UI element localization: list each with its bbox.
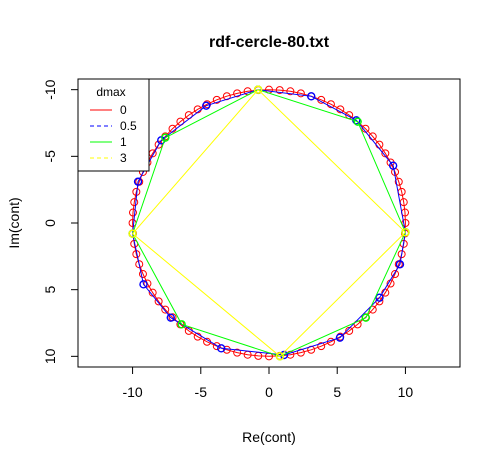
legend-label: 0.5: [120, 119, 137, 133]
series-0-point: [154, 140, 163, 149]
series-1-point: [353, 117, 362, 126]
series-0-point: [336, 105, 345, 114]
series-0-point: [135, 260, 144, 269]
plot-marks: [128, 85, 410, 361]
series-0-5-point: [395, 260, 405, 269]
series-0-point: [391, 270, 400, 279]
x-tick-label: 0: [265, 384, 273, 400]
x-tick-label: -10: [122, 384, 142, 400]
legend-title: dmax: [96, 85, 125, 99]
legend-label: 3: [120, 151, 127, 165]
series-0-point: [345, 326, 354, 335]
y-axis-label: Im(cont): [6, 197, 22, 248]
y-tick-label: 5: [42, 286, 58, 294]
y-tick-label: -5: [42, 150, 58, 163]
series-0-point: [317, 342, 326, 351]
series-0-point: [296, 89, 305, 98]
legend: dmax 0 0.5 1 3: [77, 78, 150, 172]
series-0-5-point: [375, 293, 384, 302]
y-tick-label: -10: [42, 79, 58, 99]
series-0-5-point: [388, 161, 398, 170]
series-1-point: [177, 320, 186, 329]
series-0-5-point: [202, 101, 211, 110]
series-0-point: [381, 288, 390, 297]
series-0-point: [212, 95, 221, 104]
x-tick-label: 10: [398, 384, 414, 400]
series-0-point: [154, 297, 163, 306]
series-0-5-point: [307, 92, 316, 101]
series-0-5-point: [133, 177, 143, 186]
series-0-point: [212, 342, 221, 351]
legend-box: [77, 78, 150, 172]
series-0-point: [275, 86, 284, 95]
series-0-point: [397, 250, 406, 259]
y-tick-label: 10: [42, 348, 58, 364]
series-3-point: [253, 85, 263, 94]
series-0-5-point: [166, 313, 175, 322]
series-0-point: [138, 270, 147, 279]
series-0-point: [143, 279, 152, 288]
series-0-5-point: [335, 333, 345, 342]
series-0-point: [394, 177, 403, 186]
y-tick-label: 0: [42, 219, 58, 227]
series-3-point: [401, 228, 410, 237]
series-0-point: [233, 348, 242, 357]
x-axis-label: Re(cont): [242, 429, 296, 445]
series-1-point: [161, 133, 170, 142]
series-0-point: [128, 208, 137, 217]
series-0-point: [222, 345, 231, 354]
series-0-point: [130, 198, 139, 207]
series-3-line: [131, 88, 406, 357]
series-0-point: [286, 87, 295, 96]
x-tick-label: 5: [333, 384, 341, 400]
legend-label: 0: [120, 103, 127, 117]
series-0-point: [233, 89, 242, 98]
series-3-point: [275, 352, 285, 361]
series-1-point: [361, 313, 371, 322]
series-0-5-point: [139, 280, 148, 289]
x-tick-label: -5: [195, 384, 208, 400]
series-0-point: [296, 348, 305, 357]
chart-title: rdf-cercle-80.txt: [209, 34, 330, 51]
series-0-5-point: [217, 344, 226, 353]
series-3-point: [128, 229, 137, 238]
legend-label: 1: [120, 135, 127, 149]
series-0-point: [326, 100, 335, 109]
series-0-point: [381, 149, 390, 158]
series-0-point: [161, 305, 170, 314]
